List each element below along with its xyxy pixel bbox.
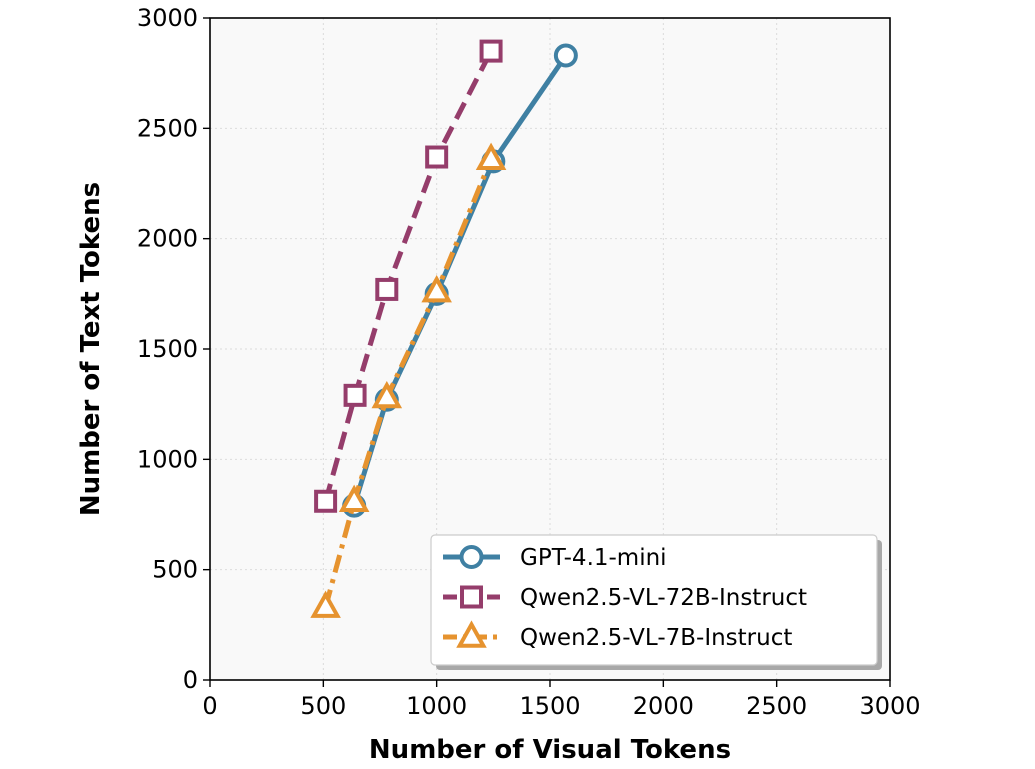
y-tick-label: 500: [152, 556, 198, 584]
x-tick-label: 1000: [406, 692, 467, 720]
x-tick-label: 1500: [519, 692, 580, 720]
legend-label: Qwen2.5-VL-72B-Instruct: [520, 585, 807, 611]
y-tick-label: 0: [183, 666, 198, 694]
line-chart: 0 500 1000 1500 2000 2500 3000 0 500 1000 1500 2000…: [0, 0, 1035, 769]
y-tick-label: 2500: [137, 114, 198, 142]
x-tick-label: 2000: [633, 692, 694, 720]
x-tick-label: 500: [300, 692, 346, 720]
y-tick-label: 1000: [137, 445, 198, 473]
data-point: [427, 148, 446, 167]
x-tick-label: 3000: [859, 692, 920, 720]
x-tick-label: 2500: [746, 692, 807, 720]
data-point: [346, 386, 365, 405]
data-point: [316, 492, 335, 511]
y-axis-title: Number of Text Tokens: [76, 182, 106, 516]
x-tick-label: 0: [202, 692, 217, 720]
legend-label: Qwen2.5-VL-7B-Instruct: [520, 625, 792, 651]
data-point: [377, 280, 396, 299]
y-tick-label: 1500: [137, 335, 198, 363]
legend-marker: [462, 588, 481, 607]
legend: GPT-4.1-mini Qwen2.5-VL-72B-Instruct Qwen2…: [431, 535, 882, 670]
legend-entry: GPT-4.1-mini: [443, 545, 667, 571]
data-point: [556, 46, 576, 66]
y-tick-label: 2000: [137, 225, 198, 253]
data-point: [482, 42, 501, 61]
legend-label: GPT-4.1-mini: [520, 545, 667, 571]
y-tick-label: 3000: [137, 4, 198, 32]
legend-marker: [462, 547, 482, 567]
x-axis-title: Number of Visual Tokens: [369, 735, 731, 765]
